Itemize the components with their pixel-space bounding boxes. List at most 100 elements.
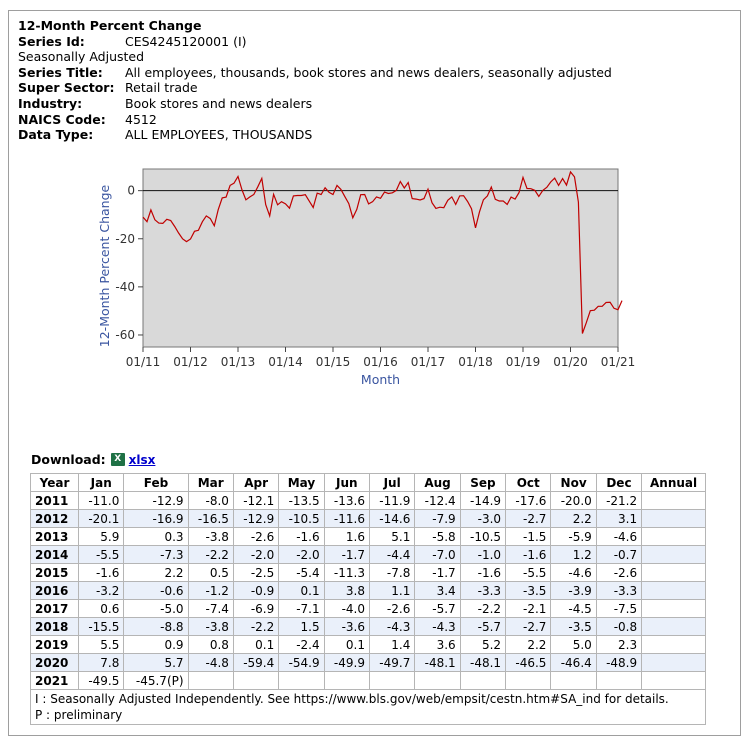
value-cell: -10.5 (459, 527, 507, 546)
column-header-apr: Apr (232, 473, 280, 492)
x-axis-title: Month (361, 372, 400, 387)
value-cell: -4.3 (368, 617, 416, 636)
value-cell: -4.4 (368, 545, 416, 564)
note-line: P : preliminary (35, 708, 123, 722)
value-cell (550, 671, 597, 690)
line-chart: 0 -20 -40 -60 01/11 01/12 01/13 01/14 01/15 01/16… (97, 168, 635, 387)
table-row: 2020 7.8 5.7 -4.8 -59.4 -54.9 -49.9 -49.7 -48.1-… (29, 653, 706, 672)
series-id-label: Series Id: (18, 33, 85, 49)
value-cell (232, 671, 280, 690)
value-cell: 5.9 (78, 527, 125, 546)
value-cell (641, 635, 706, 654)
year-cell: 2017 (29, 599, 80, 618)
data-table: Year Jan Feb Mar Apr May Jun Jul Aug Sep Oct Nov Dec… (29, 473, 706, 725)
value-cell: 1.6 (323, 527, 370, 546)
column-header-year: Year (29, 473, 80, 492)
column-header-jun: Jun (323, 473, 370, 492)
value-cell: -3.2 (78, 581, 125, 600)
series-metadata: 12-Month Percent Change Series Id: CES42… (18, 18, 718, 143)
value-cell: -7.3 (123, 545, 189, 564)
x-tick-label: 01/12 (173, 355, 208, 369)
year-cell: 2016 (29, 581, 80, 600)
value-cell (459, 671, 507, 690)
value-cell: 1.1 (368, 581, 416, 600)
value-cell (641, 563, 706, 582)
note-line: I : Seasonally Adjusted Independently. S… (35, 692, 669, 706)
value-cell: -2.7 (505, 617, 552, 636)
series-line (142, 170, 623, 334)
column-header-mar: Mar (187, 473, 234, 492)
value-cell: -7.0 (414, 545, 461, 564)
value-cell: 3.1 (595, 509, 643, 528)
series-id-value: CES4245120001 (I) (125, 33, 247, 49)
meta-value: Retail trade (125, 80, 198, 96)
value-cell: -1.7 (414, 563, 461, 582)
value-cell: 0.1 (232, 635, 280, 654)
value-cell: -5.0 (123, 599, 189, 618)
excel-icon[interactable]: X (110, 453, 125, 466)
value-cell: -2.4 (278, 635, 325, 654)
value-cell: 5.1 (368, 527, 416, 546)
table-notes: I : Seasonally Adjusted Independently. S… (30, 689, 706, 725)
meta-label: NAICS Code: (18, 111, 106, 127)
value-cell (641, 581, 706, 600)
x-tick-label: 01/17 (411, 355, 446, 369)
value-cell: -7.5 (595, 599, 643, 618)
value-cell: -20.0 (550, 491, 597, 510)
value-cell: -1.6 (459, 563, 507, 582)
adjustment-text: Seasonally Adjusted (18, 49, 145, 65)
table-row: 2013 5.9 0.3 -3.8 -2.6 -1.6 1.6 5.1 -5.8 -10.5 -1.… (29, 527, 706, 546)
download-xlsx-link[interactable]: xlsx (128, 452, 156, 467)
value-cell: -12.9 (232, 509, 280, 528)
value-cell: -2.2 (232, 617, 280, 636)
meta-row-industry: Industry: Book stores and news dealers (18, 96, 718, 112)
value-cell: -49.7 (368, 653, 416, 672)
column-header-jul: Jul (368, 473, 416, 492)
column-header-jan: Jan (78, 473, 125, 492)
year-cell: 2012 (29, 509, 80, 528)
value-cell: -8.8 (123, 617, 189, 636)
meta-row-series-title: Series Title: All employees, thousands, … (18, 65, 718, 81)
value-cell: -3.8 (187, 527, 234, 546)
value-cell: -2.6 (595, 563, 643, 582)
value-cell: 1.4 (368, 635, 416, 654)
table-row: 2016 -3.2 -0.6 -1.2 -0.9 0.1 3.8 1.1 3.4 -3.3 -3.5… (29, 581, 706, 600)
value-cell: -0.9 (232, 581, 280, 600)
value-cell (641, 653, 706, 672)
x-tick-label: 01/11 (126, 355, 161, 369)
value-cell: -2.1 (505, 599, 552, 618)
notes-row: I : Seasonally Adjusted Independently. S… (30, 689, 706, 725)
value-cell: -4.8 (187, 653, 234, 672)
value-cell: -2.7 (505, 509, 552, 528)
value-cell: -7.8 (368, 563, 416, 582)
value-cell (323, 671, 370, 690)
value-cell: -48.1 (459, 653, 507, 672)
value-cell: 5.5 (78, 635, 125, 654)
value-cell: -8.0 (187, 491, 234, 510)
value-cell: 1.2 (550, 545, 597, 564)
x-tick-label: 01/15 (316, 355, 351, 369)
meta-label: Data Type: (18, 127, 94, 143)
value-cell: 2.3 (595, 635, 643, 654)
column-header-annual: Annual (641, 473, 706, 492)
value-cell: -1.6 (78, 563, 125, 582)
value-cell: -11.3 (323, 563, 370, 582)
y-tick-label: 0 (127, 184, 135, 198)
value-cell: -0.6 (123, 581, 189, 600)
value-cell: 0.1 (323, 635, 370, 654)
value-cell: -2.5 (232, 563, 280, 582)
value-cell: -3.5 (550, 617, 597, 636)
x-tick-label: 01/19 (506, 355, 541, 369)
y-tick-label: -40 (115, 280, 135, 294)
year-cell: 2014 (29, 545, 80, 564)
value-cell: -2.2 (187, 545, 234, 564)
value-cell: 0.5 (187, 563, 234, 582)
y-tick-label: -60 (115, 328, 135, 342)
value-cell: -48.9 (595, 653, 643, 672)
value-cell: -0.7 (595, 545, 643, 564)
value-cell: -46.4 (550, 653, 597, 672)
table-row: 2012 -20.1 -16.9 -16.5 -12.9 -10.5 -11.6 -14.6-… (29, 509, 706, 528)
value-cell: 3.8 (323, 581, 370, 600)
value-cell: -1.5 (505, 527, 552, 546)
value-cell: -12.1 (232, 491, 280, 510)
